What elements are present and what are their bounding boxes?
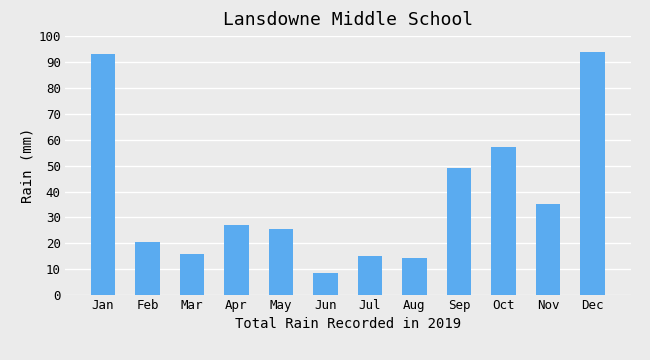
X-axis label: Total Rain Recorded in 2019: Total Rain Recorded in 2019 [235,316,461,330]
Bar [91,54,115,295]
Bar [491,148,516,295]
Bar [268,229,293,295]
Bar [179,254,204,295]
Bar [580,51,605,295]
Bar [224,225,249,295]
Title: Lansdowne Middle School: Lansdowne Middle School [223,11,473,29]
Y-axis label: Rain (mm): Rain (mm) [20,128,34,203]
Bar [447,168,471,295]
Bar [536,204,560,295]
Bar [135,242,160,295]
Bar [313,273,338,295]
Bar [402,258,427,295]
Bar [358,256,382,295]
